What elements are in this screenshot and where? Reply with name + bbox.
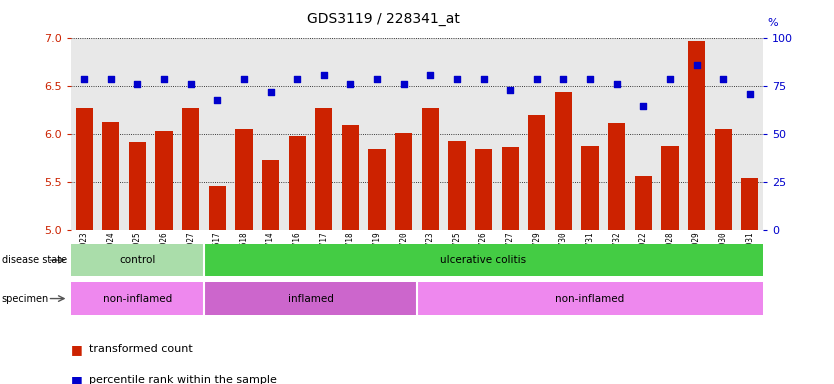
Bar <box>688 41 706 230</box>
Bar <box>103 122 119 230</box>
Text: inflamed: inflamed <box>288 293 334 304</box>
Text: specimen: specimen <box>2 293 49 304</box>
Text: non-inflamed: non-inflamed <box>103 293 172 304</box>
Bar <box>155 131 173 230</box>
Point <box>636 103 650 109</box>
Bar <box>289 136 306 230</box>
Point <box>317 72 330 78</box>
Bar <box>528 115 545 230</box>
Bar <box>422 108 439 230</box>
Point <box>424 72 437 78</box>
Bar <box>204 282 417 315</box>
Point <box>530 76 544 82</box>
Point <box>78 76 91 82</box>
Bar <box>71 244 204 276</box>
Point <box>104 76 118 82</box>
Bar <box>715 129 731 230</box>
Bar <box>76 108 93 230</box>
Bar <box>262 160 279 230</box>
Bar <box>475 149 492 230</box>
Text: ■: ■ <box>71 343 83 356</box>
Bar <box>342 125 359 230</box>
Point <box>370 76 384 82</box>
Point <box>583 76 596 82</box>
Bar <box>608 123 626 230</box>
Text: disease state: disease state <box>2 255 67 265</box>
Text: transformed count: transformed count <box>89 344 193 354</box>
Bar <box>741 177 758 230</box>
Bar <box>581 146 599 230</box>
Point <box>557 76 570 82</box>
Bar <box>182 108 199 230</box>
Bar <box>235 129 253 230</box>
Text: percentile rank within the sample: percentile rank within the sample <box>89 375 277 384</box>
Text: ■: ■ <box>71 374 83 384</box>
Point <box>610 81 623 88</box>
Point <box>397 81 410 88</box>
Point <box>690 62 703 68</box>
Bar <box>208 186 226 230</box>
Bar <box>128 142 146 230</box>
Point <box>290 76 304 82</box>
Point <box>504 87 517 93</box>
Point <box>477 76 490 82</box>
Point <box>450 76 464 82</box>
Bar <box>661 146 679 230</box>
Point <box>158 76 171 82</box>
Text: %: % <box>767 18 778 28</box>
Text: ulcerative colitis: ulcerative colitis <box>440 255 526 265</box>
Point <box>344 81 357 88</box>
Bar <box>501 147 519 230</box>
Point <box>184 81 198 88</box>
Bar <box>449 141 465 230</box>
Text: non-inflamed: non-inflamed <box>555 293 625 304</box>
Bar <box>555 92 572 230</box>
Bar <box>635 175 652 230</box>
Text: GDS3119 / 228341_at: GDS3119 / 228341_at <box>307 12 460 25</box>
Point <box>716 76 730 82</box>
Point <box>131 81 144 88</box>
Bar <box>369 149 385 230</box>
Point <box>743 91 756 97</box>
Bar <box>71 282 204 315</box>
Point <box>211 97 224 103</box>
Bar <box>417 282 763 315</box>
Point <box>237 76 250 82</box>
Bar <box>204 244 763 276</box>
Point <box>663 76 676 82</box>
Bar <box>395 134 412 230</box>
Bar <box>315 108 333 230</box>
Point <box>264 89 277 95</box>
Text: control: control <box>119 255 156 265</box>
